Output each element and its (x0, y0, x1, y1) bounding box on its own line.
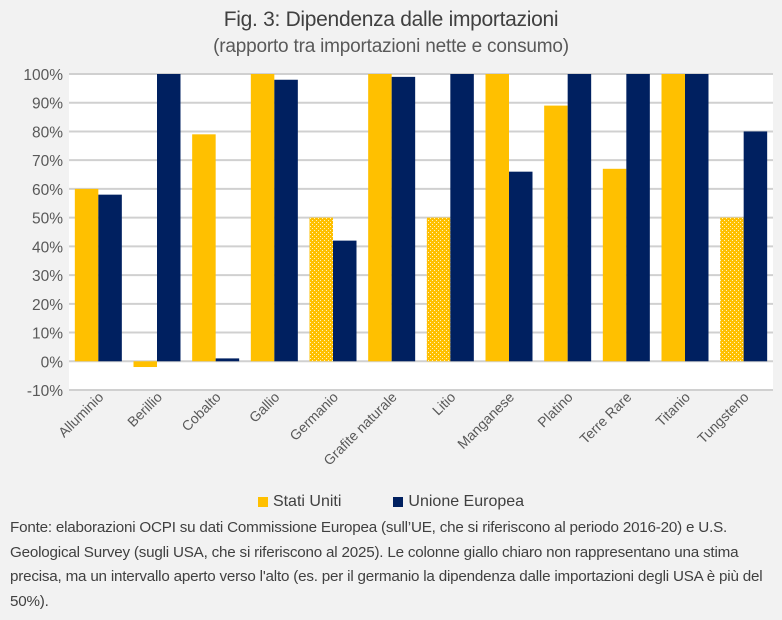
x-tick-label: Cobalto (178, 389, 224, 435)
bar-eu (626, 74, 650, 362)
bar-eu (509, 171, 533, 362)
bars (74, 74, 768, 368)
x-tick-label: Litio (429, 389, 459, 419)
bar-eu (450, 74, 474, 362)
bar-us (74, 188, 99, 362)
bar-us (133, 361, 157, 368)
source-footnote: Fonte: elaborazioni OCPI su dati Commiss… (10, 519, 763, 610)
x-tick-label: Terre Rare (576, 389, 634, 447)
bar-us (250, 74, 275, 362)
plot-area (69, 74, 773, 390)
y-tick-label: 30% (32, 268, 63, 285)
bar-us (426, 217, 451, 362)
y-tick-label: 40% (32, 239, 63, 256)
bar-chart: -10%0%10%20%30%40%50%60%70%80%90%100% Al… (23, 67, 773, 469)
y-tick-label: 80% (32, 124, 63, 141)
legend-item-eu: Unione Europea (393, 493, 524, 511)
gridlines (69, 73, 773, 391)
x-tick-label: Tungsteno (694, 389, 752, 447)
bar-us (602, 168, 627, 362)
bar-us (192, 134, 216, 362)
bar-eu (274, 79, 298, 362)
bar-us (368, 74, 392, 362)
bar-eu (391, 76, 416, 362)
bar-us (485, 74, 509, 362)
x-tick-label: Germanio (286, 389, 341, 444)
legend-swatch-us (257, 497, 268, 507)
y-tick-label: 70% (32, 153, 63, 170)
y-tick-label: 60% (32, 182, 63, 199)
y-tick-label: 100% (23, 67, 63, 84)
legend-label-eu: Unione Europea (408, 493, 525, 510)
y-tick-label: -10% (27, 383, 63, 400)
x-tick-label: Manganese (454, 389, 517, 452)
bar-eu (685, 74, 709, 362)
chart-subtitle: (rapporto tra importazioni nette e consu… (213, 36, 569, 57)
chart-title: Fig. 3: Dipendenza dalle importazioni (223, 8, 559, 31)
legend-label-us: Stati Uniti (272, 493, 342, 510)
y-tick-label: 20% (32, 297, 63, 314)
bar-eu (567, 74, 592, 362)
bar-us (544, 105, 568, 362)
y-axis-labels: -10% 0% 10% 20% 30% 40% 50% 60% 70% 80% 90% 100% (23, 67, 63, 400)
bar-eu (98, 194, 122, 362)
y-tick-label: 0% (41, 354, 64, 371)
legend: Stati Uniti Unione Europea (0, 493, 782, 511)
bar-eu (215, 358, 240, 362)
x-tick-label: Gallio (246, 389, 283, 426)
bar-us (720, 217, 744, 362)
x-axis-labels: Alluminio Berillio Cobalto Gallio GermanioGr… (55, 389, 752, 469)
bar-eu (157, 74, 181, 362)
y-tick-label: 90% (32, 96, 63, 113)
legend-swatch-eu (393, 497, 404, 507)
x-tick-label: Titanio (652, 389, 693, 430)
x-tick-label: Platino (534, 389, 576, 431)
y-tick-label: 50% (32, 211, 63, 228)
bar-us (661, 74, 685, 362)
y-tick-label: 10% (32, 326, 63, 343)
legend-item-us: Stati Uniti (257, 493, 342, 511)
bar-eu (333, 240, 357, 362)
x-tick-label: Berillio (124, 389, 165, 430)
bar-us (309, 217, 333, 362)
bar-eu (743, 131, 768, 362)
